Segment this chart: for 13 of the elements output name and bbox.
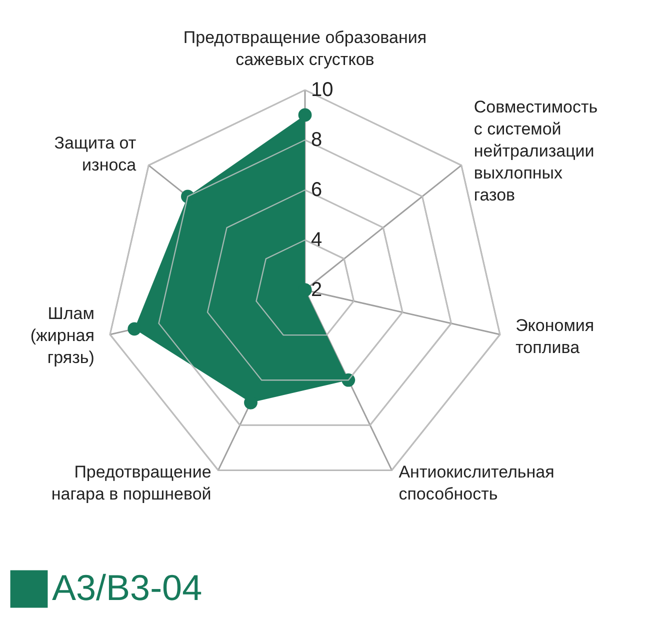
- spoke-label: Предотвращение нагара в поршневой: [51, 462, 212, 504]
- y-tick-label: 8: [311, 129, 322, 151]
- spoke-label: Экономия топлива: [516, 316, 594, 358]
- y-tick-label: 2: [311, 279, 322, 301]
- spoke-label: Предотвращение образования сажевых сгустков: [183, 28, 427, 69]
- spoke-label: Шлам (жирная грязь): [30, 304, 94, 368]
- spoke-label: Защита от износа: [54, 133, 137, 174]
- y-tick-label: 10: [311, 79, 334, 101]
- spoke-label: Антиокислительная способность: [398, 462, 554, 504]
- legend-label: A3/B3-04: [52, 567, 202, 608]
- spoke-label: Совместимость с системой нейтрализации выхлопных газов: [474, 97, 598, 204]
- y-tick-label: 6: [311, 179, 322, 201]
- y-tick-label: 4: [311, 229, 322, 251]
